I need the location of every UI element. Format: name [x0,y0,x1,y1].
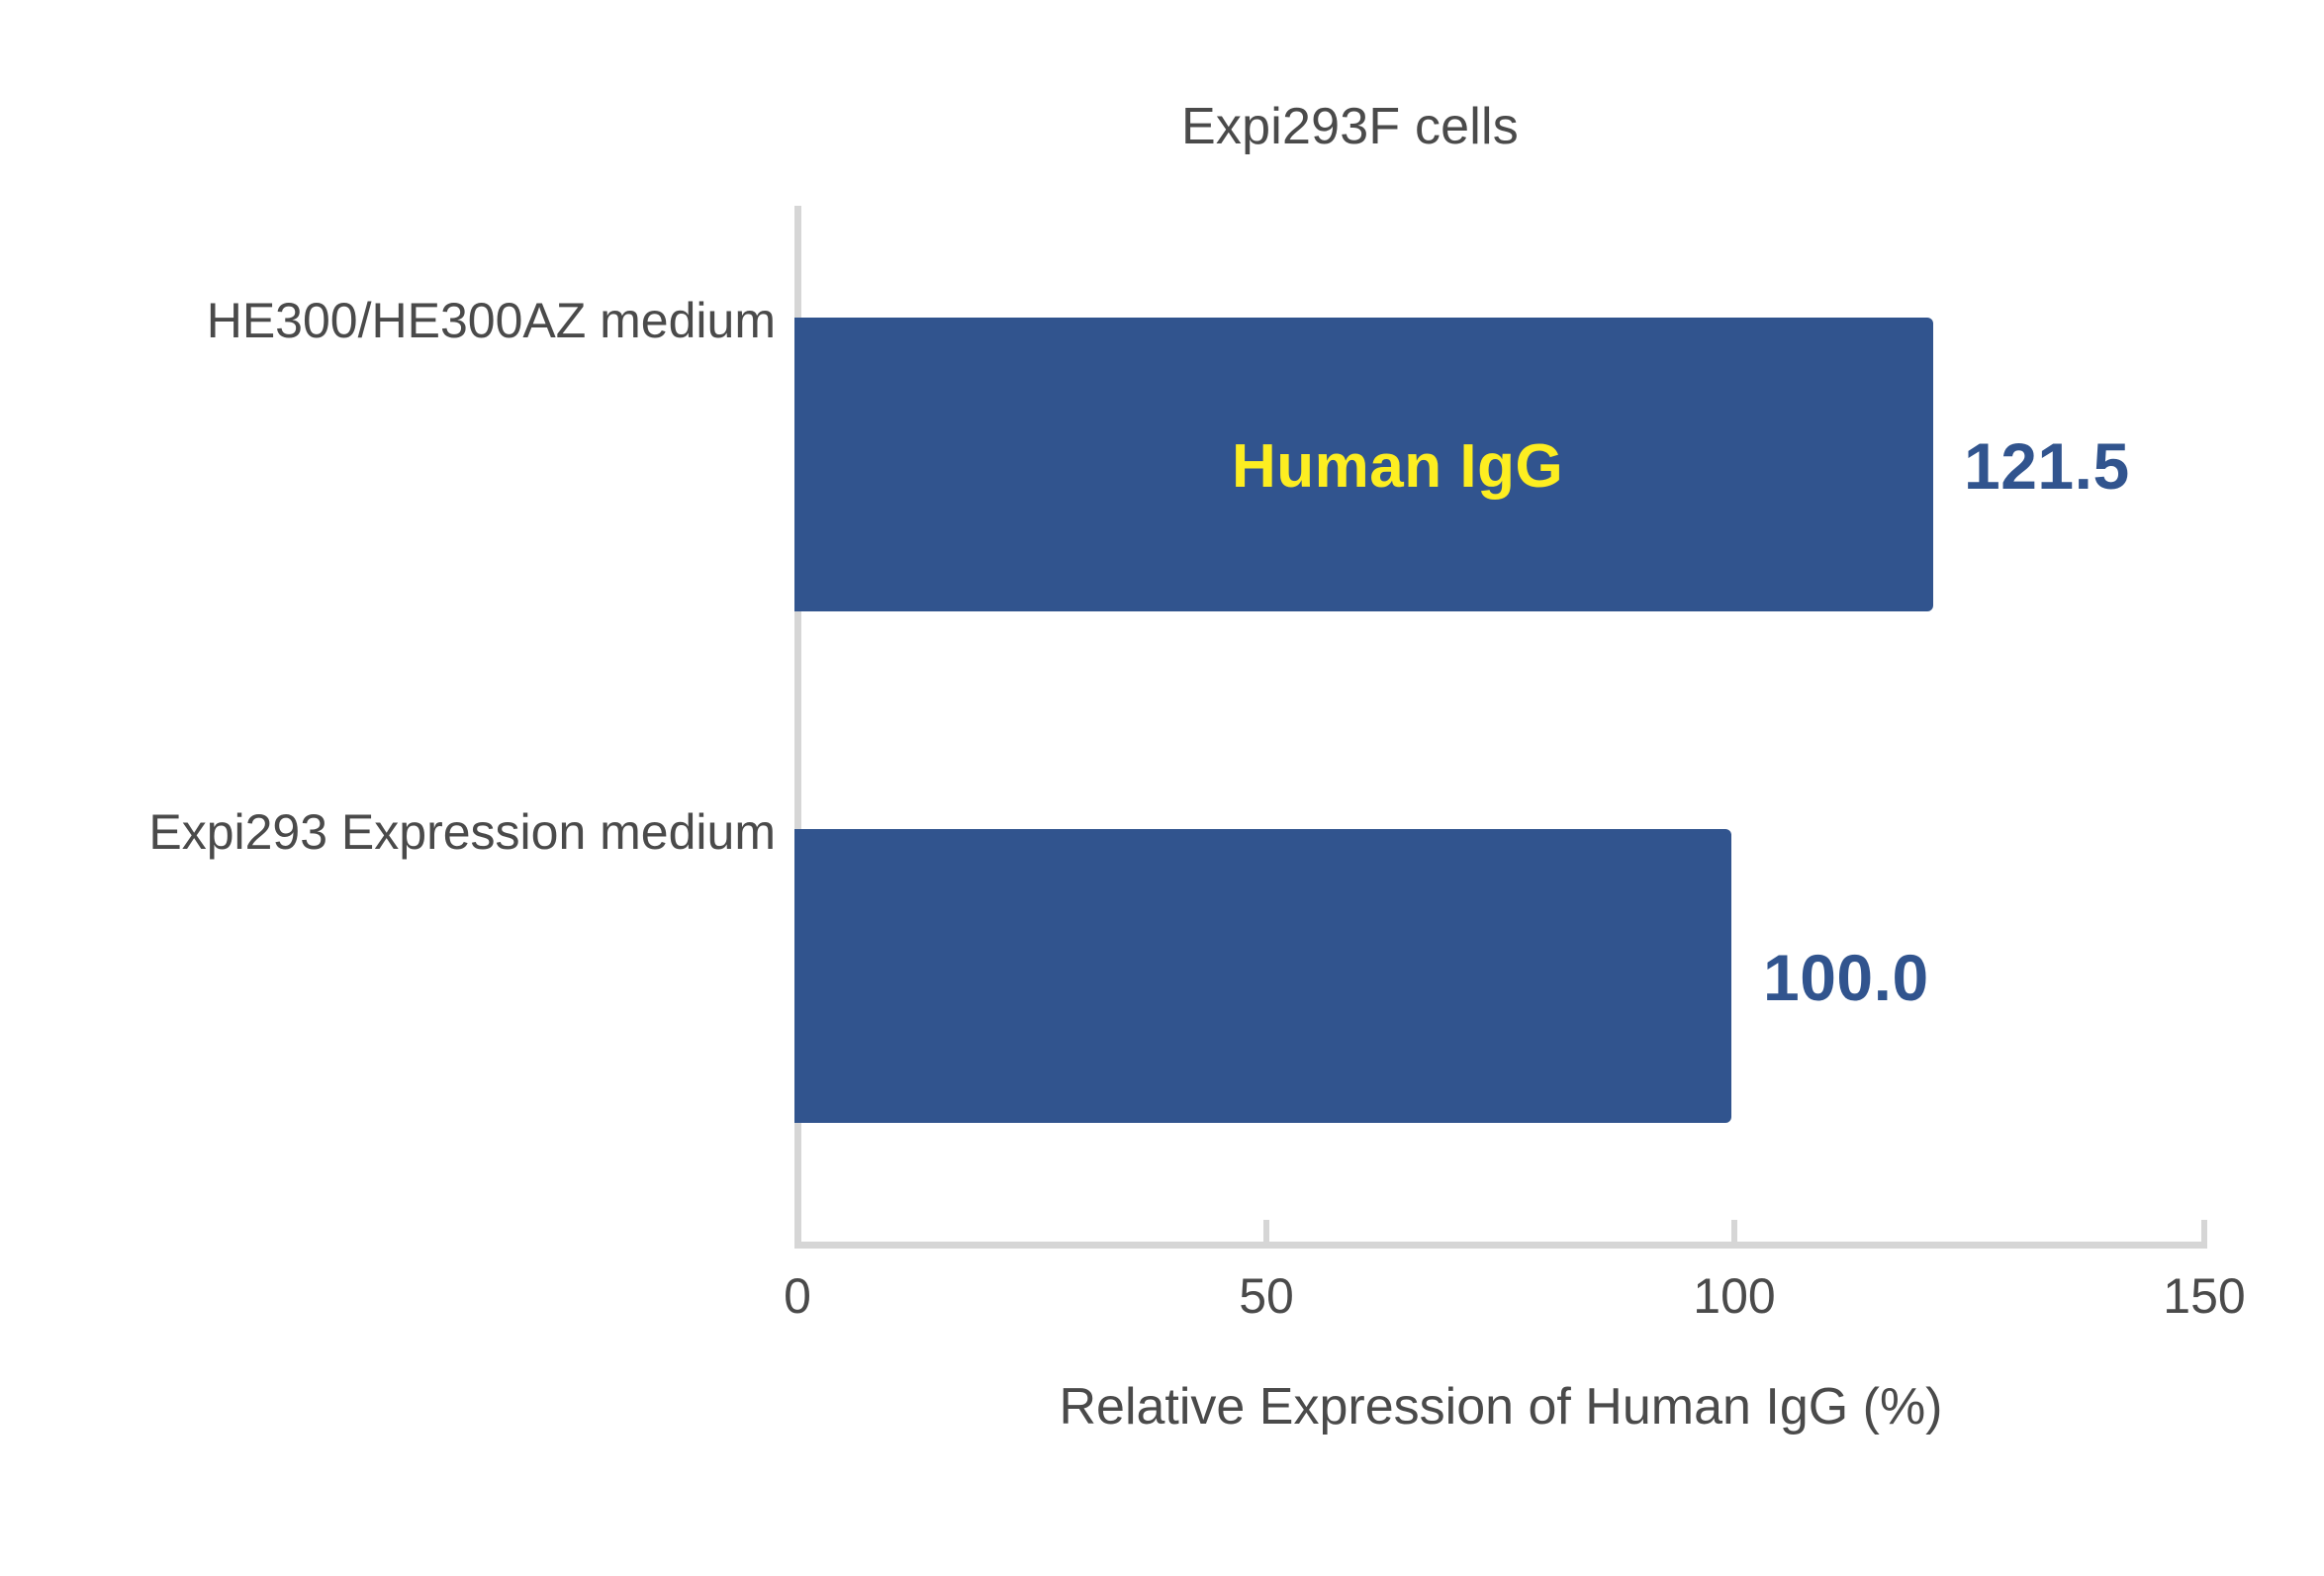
x-tick-150 [2201,1220,2207,1242]
bar-inner-label-human-igg: Human IgG [1232,432,1564,501]
x-axis-title: Relative Expression of Human IgG (%) [1059,1378,1943,1436]
bar-expi293-medium[interactable] [794,829,1731,1123]
x-tick-label-150: 150 [2163,1268,2246,1324]
x-tick-label-0: 0 [784,1268,811,1324]
bar-he300-medium[interactable] [794,318,1933,611]
bar-value-label-expi293-medium: 100.0 [1763,941,1929,1014]
bar-value-label-he300-medium: 121.5 [1964,429,2130,503]
x-tick-50 [1263,1220,1269,1242]
category-label-expi293: Expi293 Expression medium [148,804,776,860]
category-label-he300: HE300/HE300AZ medium [206,293,776,348]
x-tick-100 [1731,1220,1737,1242]
x-tick-label-100: 100 [1693,1268,1776,1324]
chart-title-text: Expi293F cells [1181,98,1519,155]
x-tick-label-50: 50 [1239,1268,1294,1324]
y-axis-line [794,206,801,1242]
x-tick-0 [794,1220,800,1242]
x-axis-line [794,1242,2207,1249]
chart-title: Expi293F cells [0,97,2324,156]
